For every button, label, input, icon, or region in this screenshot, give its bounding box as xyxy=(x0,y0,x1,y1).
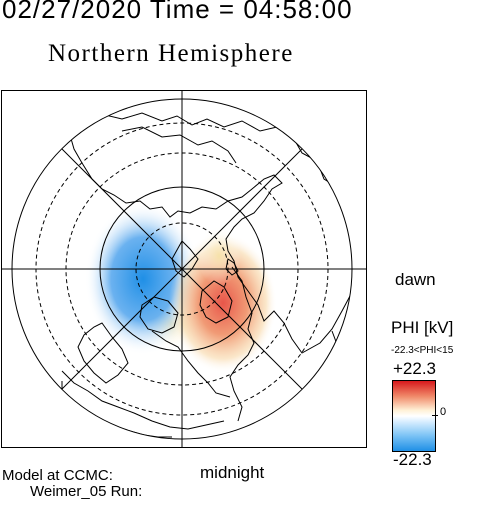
dawn-label: dawn xyxy=(395,270,436,289)
colorbar-min-label: -22.3 xyxy=(393,450,432,469)
potential-pattern xyxy=(85,203,277,373)
colorbar xyxy=(392,380,436,452)
polar-map xyxy=(2,91,366,447)
positive-cell xyxy=(169,233,277,373)
meridian-diagonal-2 xyxy=(61,148,303,390)
meridian-grid xyxy=(2,91,366,447)
model-info: Model at CCMC: Weimer_05 Run: xyxy=(2,468,142,500)
colorbar-zero-tick xyxy=(432,415,438,416)
model-line-2: Weimer_05 Run: xyxy=(30,483,143,500)
colorbar-title: PHI [kV] xyxy=(391,318,454,337)
midnight-label: midnight xyxy=(200,463,265,482)
hemisphere-title: Northern Hemisphere xyxy=(48,40,294,67)
polar-map-panel xyxy=(1,90,367,448)
colorbar-max-label: +22.3 xyxy=(393,359,437,378)
colorbar-zero-label: 0 xyxy=(440,406,447,418)
datetime-title: 02/27/2020 Time = 04:58:00 xyxy=(2,0,353,24)
model-line-1: Model at CCMC: xyxy=(2,467,113,484)
colorbar-range: -22.3<PHI<15 xyxy=(391,345,454,356)
